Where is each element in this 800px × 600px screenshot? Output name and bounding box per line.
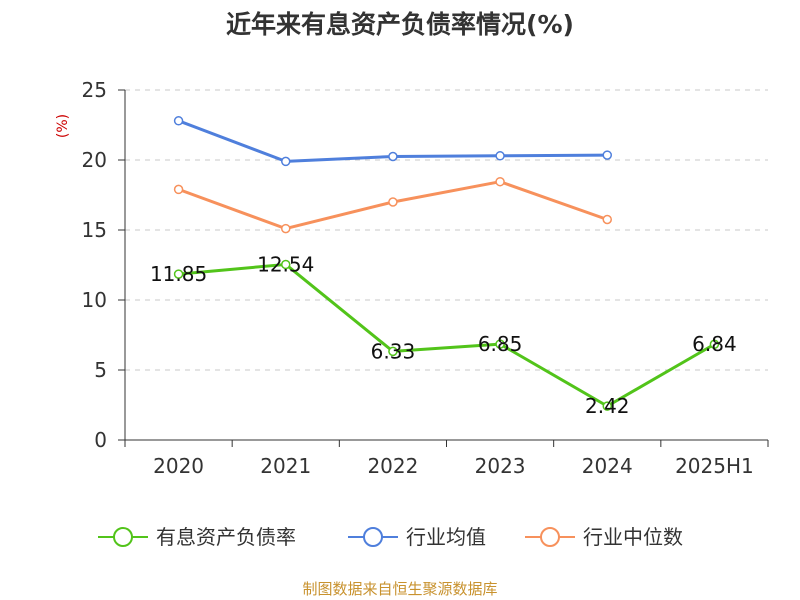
data-point xyxy=(495,176,505,187)
y-tick-label: 20 xyxy=(82,148,107,172)
legend-swatch-marker xyxy=(363,527,383,547)
chart-title: 近年来有息资产负债率情况(%) xyxy=(226,10,574,39)
data-point xyxy=(495,151,505,161)
y-tick-label: 5 xyxy=(94,358,107,382)
data-point xyxy=(495,339,505,349)
x-tick-label: 2021 xyxy=(260,454,311,478)
legend-item: 行业中位数 xyxy=(525,525,683,549)
axes: 0 5 10 15 20 25 2020 2021 2022 2023 2024 2025H1 xyxy=(82,78,769,478)
data-point xyxy=(281,223,291,234)
y-tick-label: 15 xyxy=(82,218,107,242)
data-label: 12.54 xyxy=(257,252,314,276)
series-line-0 xyxy=(178,262,716,408)
data-point xyxy=(173,184,184,195)
data-label: 6.84 xyxy=(692,332,737,356)
data-point xyxy=(388,197,398,207)
y-axis-label: (%) xyxy=(55,114,71,138)
source-note: 制图数据来自恒生聚源数据库 xyxy=(302,580,497,598)
legend-swatch-marker xyxy=(540,527,560,547)
data-label: 6.33 xyxy=(371,339,416,363)
y-tick-label: 0 xyxy=(94,428,107,452)
gridlines xyxy=(125,89,768,371)
series-lines xyxy=(173,116,720,411)
data-label: 11.85 xyxy=(150,262,207,286)
legend-label: 行业均值 xyxy=(406,525,486,549)
data-point xyxy=(281,156,291,167)
x-tick-label: 2023 xyxy=(475,454,526,478)
legend-label: 有息资产负债率 xyxy=(156,525,296,549)
x-tick-label: 2024 xyxy=(582,454,633,478)
x-tick-label: 2025H1 xyxy=(675,454,754,478)
x-tick-label: 2020 xyxy=(153,454,204,478)
legend: 有息资产负债率 行业均值 行业中位数 xyxy=(98,525,683,549)
y-tick-label: 10 xyxy=(82,288,107,312)
data-point xyxy=(602,150,612,160)
data-point xyxy=(173,116,184,126)
legend-swatch-marker xyxy=(113,527,133,547)
data-point xyxy=(602,401,612,411)
legend-item: 有息资产负债率 xyxy=(98,525,296,549)
legend-item: 行业均值 xyxy=(348,525,486,549)
data-labels: 11.85 12.54 6.33 6.85 2.42 6.84 xyxy=(150,252,737,418)
data-label: 6.85 xyxy=(478,332,523,356)
data-point xyxy=(388,346,398,357)
y-tick-label: 25 xyxy=(82,78,107,102)
data-point xyxy=(388,151,398,162)
data-point xyxy=(281,259,291,270)
data-label: 2.42 xyxy=(585,394,630,418)
x-tick-label: 2022 xyxy=(367,454,418,478)
data-point xyxy=(709,339,720,349)
data-point xyxy=(602,214,612,225)
legend-label: 行业中位数 xyxy=(583,525,683,549)
data-point xyxy=(173,269,184,279)
